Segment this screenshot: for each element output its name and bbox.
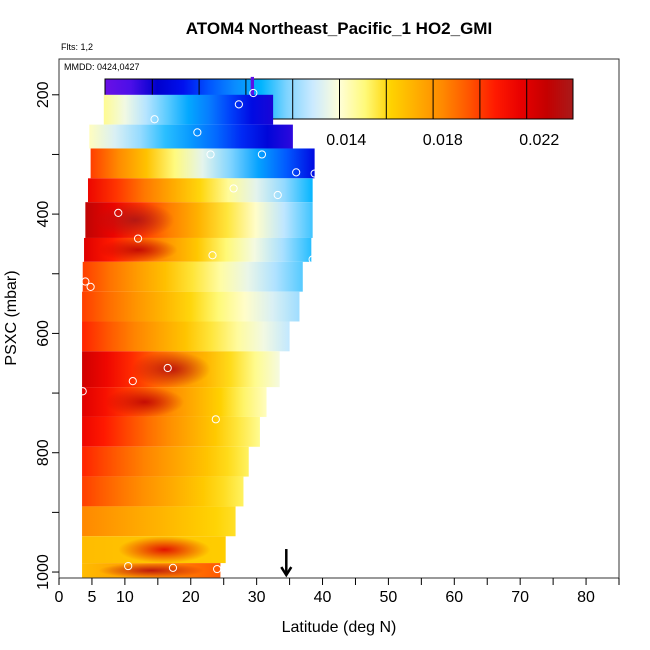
observation-point xyxy=(150,115,159,124)
x-tick-label: 30 xyxy=(248,589,266,606)
observation-point xyxy=(78,387,87,396)
observation-point xyxy=(193,128,202,137)
x-tick-label: 10 xyxy=(116,589,134,606)
x-tick-label: 20 xyxy=(182,589,200,606)
observation-point xyxy=(273,190,282,200)
observation-point xyxy=(206,150,215,159)
y-axis: 200 400 600 800 1000 xyxy=(35,81,59,590)
observation-point xyxy=(168,563,178,572)
colorbar-tick-label: 0.022 xyxy=(519,132,559,149)
x-tick-label: 40 xyxy=(314,589,332,606)
heatmap-hotspot xyxy=(118,536,211,564)
flights-note: Flts: 1,2 xyxy=(61,42,93,52)
heatmap-hotspot xyxy=(95,202,175,238)
observation-point xyxy=(308,255,317,264)
heatmap-hotspot xyxy=(98,237,178,262)
plot-frame xyxy=(58,58,620,579)
heatmap-row xyxy=(82,506,236,537)
heatmap-hotspot xyxy=(105,387,185,417)
heatmap-row xyxy=(82,291,300,322)
heatmap-row xyxy=(103,94,274,125)
heatmap-row xyxy=(89,124,293,149)
colorbar-tick-label: 0.018 xyxy=(423,132,463,149)
colorbar-tick-label: 0.014 xyxy=(326,132,366,149)
heatmap-cells xyxy=(82,76,315,578)
heatmap-row xyxy=(82,261,303,292)
chart-title: ATOM4 Northeast_Pacific_1 HO2_GMI xyxy=(186,19,492,38)
observation-point xyxy=(229,184,238,193)
observation-point xyxy=(208,251,217,260)
observation-point xyxy=(234,100,243,109)
down-arrow-head xyxy=(280,566,293,578)
x-tick-label: 0 xyxy=(55,589,64,606)
x-tick-label: 50 xyxy=(380,589,398,606)
heatmap-row xyxy=(82,321,290,352)
observation-point xyxy=(257,150,267,159)
observation-point xyxy=(292,168,301,177)
heatmap-row xyxy=(90,148,315,179)
y-tick-label: 600 xyxy=(35,320,52,347)
observation-point xyxy=(211,415,220,424)
observation-points xyxy=(78,88,319,574)
heatmap-row xyxy=(82,416,260,447)
y-tick-label: 200 xyxy=(35,81,52,108)
observation-point xyxy=(249,88,258,98)
observation-point xyxy=(310,169,319,178)
y-tick-label: 400 xyxy=(35,201,52,228)
x-tick-label: 70 xyxy=(511,589,529,606)
y-tick-label: 800 xyxy=(35,439,52,466)
observation-point xyxy=(114,208,123,218)
heatmap-row xyxy=(250,76,255,95)
observation-point xyxy=(128,377,137,386)
observation-point xyxy=(81,277,90,286)
x-tick-label: 5 xyxy=(87,589,96,606)
heatmap-hotspot xyxy=(98,563,204,578)
arrow-marker xyxy=(280,549,293,578)
x-axis: 0 5 10 20 30 40 50 60 70 80 xyxy=(55,578,620,606)
observation-point xyxy=(86,282,95,291)
heatmap-row xyxy=(82,446,249,477)
y-tick-label: 1000 xyxy=(35,554,52,590)
x-axis-title: Latitude (deg N) xyxy=(282,619,397,636)
observation-point xyxy=(213,564,222,574)
y-axis-title: PSXC (mbar) xyxy=(3,270,20,365)
observation-point xyxy=(163,363,172,373)
x-tick-label: 80 xyxy=(577,589,595,606)
observation-point xyxy=(133,234,143,243)
heatmap-row xyxy=(87,178,313,203)
observation-point xyxy=(124,561,133,571)
date-note: MMDD: 0424,0427 xyxy=(64,62,140,72)
heatmap-row xyxy=(82,476,244,507)
x-tick-label: 60 xyxy=(445,589,463,606)
